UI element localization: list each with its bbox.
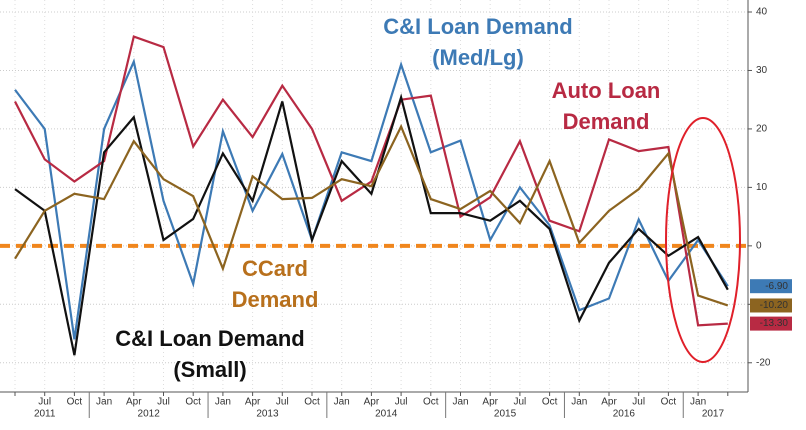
x-tick-label: Apr xyxy=(364,397,380,408)
x-tick-label: Apr xyxy=(126,397,142,408)
x-tick-label: Jul xyxy=(38,397,51,408)
x-tick-label: Oct xyxy=(661,397,677,408)
y-tick-label: 40 xyxy=(756,7,768,18)
annotation: Demand xyxy=(563,109,650,134)
y-tick-label: 0 xyxy=(756,240,762,251)
year-label: 2013 xyxy=(256,409,279,420)
x-tick-label: Apr xyxy=(482,397,498,408)
annotation: C&I Loan Demand xyxy=(115,326,304,351)
x-tick-label: Jan xyxy=(215,397,231,408)
y-tick-label: 30 xyxy=(756,65,768,76)
highlight-ellipse xyxy=(665,117,741,363)
annotation: (Small) xyxy=(173,357,246,382)
annotation: CCard xyxy=(242,256,308,281)
year-label: 2015 xyxy=(494,409,517,420)
annotation: Demand xyxy=(232,287,319,312)
y-tick-label: 20 xyxy=(756,124,768,135)
y-tick-label: 10 xyxy=(756,182,768,193)
x-tick-label: Jul xyxy=(632,397,645,408)
value-label-box xyxy=(750,279,792,294)
series-line xyxy=(14,93,729,356)
x-tick-label: Jul xyxy=(276,397,289,408)
value-label: -6.90 xyxy=(765,281,788,292)
annotation: Auto Loan xyxy=(552,78,661,103)
y-tick-label: -20 xyxy=(756,357,771,368)
x-tick-label: Oct xyxy=(185,397,201,408)
x-tick-label: Jan xyxy=(690,397,706,408)
annotation: C&I Loan Demand xyxy=(383,14,572,39)
x-tick-label: Jan xyxy=(452,397,468,408)
series-line xyxy=(14,35,728,327)
year-label: 2012 xyxy=(138,409,161,420)
value-label: -13.30 xyxy=(760,318,789,329)
year-label: 2016 xyxy=(613,409,636,420)
x-tick-label: Jan xyxy=(571,397,587,408)
series-line xyxy=(14,123,729,307)
x-tick-label: Jul xyxy=(395,397,408,408)
value-label-box xyxy=(750,298,792,313)
year-label: 2017 xyxy=(702,409,725,420)
value-label-box xyxy=(750,316,792,331)
x-tick-label: Oct xyxy=(542,397,558,408)
annotation: (Med/Lg) xyxy=(432,45,524,70)
x-tick-label: Jan xyxy=(334,397,350,408)
value-label: -10.20 xyxy=(760,300,789,311)
x-tick-label: Oct xyxy=(304,397,320,408)
x-tick-label: Jul xyxy=(514,397,527,408)
x-tick-label: Jan xyxy=(96,397,112,408)
x-tick-label: Apr xyxy=(601,397,617,408)
year-label: 2011 xyxy=(34,409,56,420)
x-tick-label: Oct xyxy=(67,397,83,408)
x-tick-label: Jul xyxy=(157,397,170,408)
x-tick-label: Apr xyxy=(245,397,261,408)
x-tick-label: Oct xyxy=(423,397,439,408)
year-label: 2014 xyxy=(375,409,398,420)
series-line xyxy=(14,58,729,340)
